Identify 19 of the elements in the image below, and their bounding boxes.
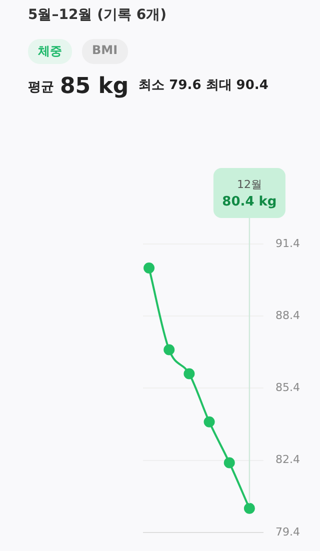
- y-tick-label: 82.4: [276, 453, 300, 466]
- text: 최소 79.6 최대 90.4: [138, 77, 268, 94]
- text: 12월: [236, 178, 262, 191]
- text: 80.4 kg: [222, 194, 277, 210]
- point: [204, 416, 215, 428]
- y-tick-label: 91.4: [276, 236, 300, 250]
- point: [144, 262, 155, 274]
- chart-title: 5월–12월 (기록 6개): [28, 6, 167, 24]
- point: [164, 344, 175, 356]
- y-tick-label: 79.4: [276, 525, 300, 538]
- text: 평균: [28, 79, 54, 96]
- text: 85 kg: [60, 74, 129, 99]
- y-tick-label: 88.4: [276, 308, 300, 322]
- point: [224, 457, 235, 468]
- text: 체중: [28, 39, 72, 64]
- point: [244, 502, 255, 514]
- point: [184, 368, 195, 380]
- y-tick-label: 85.4: [276, 381, 300, 394]
- text: BMI: [82, 39, 128, 64]
